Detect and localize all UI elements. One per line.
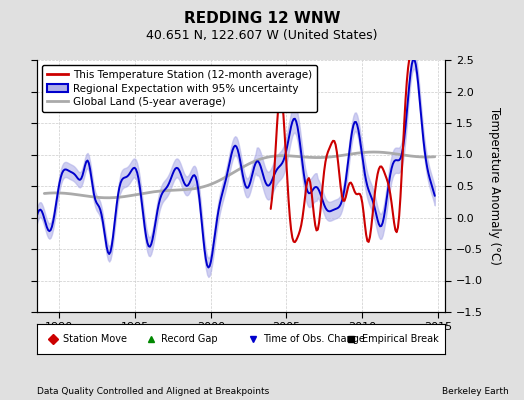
Text: Station Move: Station Move [63,334,127,344]
Text: 40.651 N, 122.607 W (United States): 40.651 N, 122.607 W (United States) [146,29,378,42]
Y-axis label: Temperature Anomaly (°C): Temperature Anomaly (°C) [488,107,501,265]
Text: REDDING 12 WNW: REDDING 12 WNW [184,11,340,26]
Text: Time of Obs. Change: Time of Obs. Change [264,334,365,344]
Text: Record Gap: Record Gap [161,334,218,344]
Text: Berkeley Earth: Berkeley Earth [442,387,508,396]
Legend: This Temperature Station (12-month average), Regional Expectation with 95% uncer: This Temperature Station (12-month avera… [42,65,318,112]
Text: Data Quality Controlled and Aligned at Breakpoints: Data Quality Controlled and Aligned at B… [37,387,269,396]
Text: Empirical Break: Empirical Break [362,334,439,344]
